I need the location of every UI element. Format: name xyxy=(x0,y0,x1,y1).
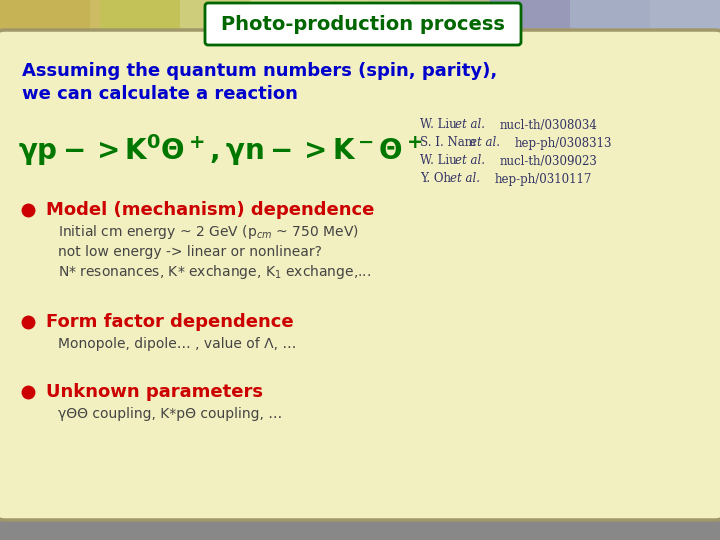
Text: Unknown parameters: Unknown parameters xyxy=(46,383,263,401)
Text: $\mathbf{\gamma}$$\mathbf{p -> K^0\Theta^+}$$\mathbf{, \gamma n -> K^-\Theta^+}$: $\mathbf{\gamma}$$\mathbf{p -> K^0\Theta… xyxy=(18,132,423,168)
Bar xyxy=(0,0,200,40)
FancyBboxPatch shape xyxy=(205,3,521,45)
Text: γΘΘ coupling, K*pΘ coupling, …: γΘΘ coupling, K*pΘ coupling, … xyxy=(58,407,282,421)
Bar xyxy=(570,0,650,40)
Text: W. Liu: W. Liu xyxy=(420,118,460,132)
Bar xyxy=(180,0,250,40)
Text: Assuming the quantum numbers (spin, parity),: Assuming the quantum numbers (spin, pari… xyxy=(22,62,498,80)
Text: Model (mechanism) dependence: Model (mechanism) dependence xyxy=(46,201,374,219)
Text: et al.: et al. xyxy=(470,137,500,150)
Bar xyxy=(490,0,570,40)
Bar xyxy=(370,0,450,40)
Text: et al.: et al. xyxy=(455,154,485,167)
Text: Initial cm energy ~ 2 GeV (p$_{cm}$ ~ 750 MeV): Initial cm energy ~ 2 GeV (p$_{cm}$ ~ 75… xyxy=(58,223,359,241)
Text: we can calculate a reaction: we can calculate a reaction xyxy=(22,85,298,103)
Bar xyxy=(450,0,720,40)
Text: nucl-th/0309023: nucl-th/0309023 xyxy=(500,154,598,167)
Bar xyxy=(650,0,720,40)
Text: not low energy -> linear or nonlinear?: not low energy -> linear or nonlinear? xyxy=(58,245,322,259)
Text: hep-ph/0310117: hep-ph/0310117 xyxy=(495,172,593,186)
Text: Monopole, dipole… , value of Λ, …: Monopole, dipole… , value of Λ, … xyxy=(58,337,297,351)
Text: nucl-th/0308034: nucl-th/0308034 xyxy=(500,118,598,132)
Bar xyxy=(570,0,720,40)
Text: N* resonances, K* exchange, K$_1$ exchange,...: N* resonances, K* exchange, K$_1$ exchan… xyxy=(58,263,372,281)
Bar xyxy=(410,0,490,40)
Text: Photo-production process: Photo-production process xyxy=(221,15,505,33)
Text: W. Liu: W. Liu xyxy=(420,154,460,167)
Text: Y. Oh: Y. Oh xyxy=(420,172,455,186)
Text: et al.: et al. xyxy=(455,118,485,132)
Bar xyxy=(0,0,100,40)
Bar xyxy=(100,0,180,40)
Bar xyxy=(90,0,250,40)
FancyBboxPatch shape xyxy=(0,30,720,520)
Bar xyxy=(0,0,90,40)
Text: et al.: et al. xyxy=(450,172,480,186)
Text: hep-ph/0308313: hep-ph/0308313 xyxy=(515,137,613,150)
Text: S. I. Nam: S. I. Nam xyxy=(420,137,480,150)
Bar xyxy=(330,0,410,40)
Bar xyxy=(250,0,330,40)
Bar xyxy=(250,0,370,40)
Text: Form factor dependence: Form factor dependence xyxy=(46,313,294,331)
